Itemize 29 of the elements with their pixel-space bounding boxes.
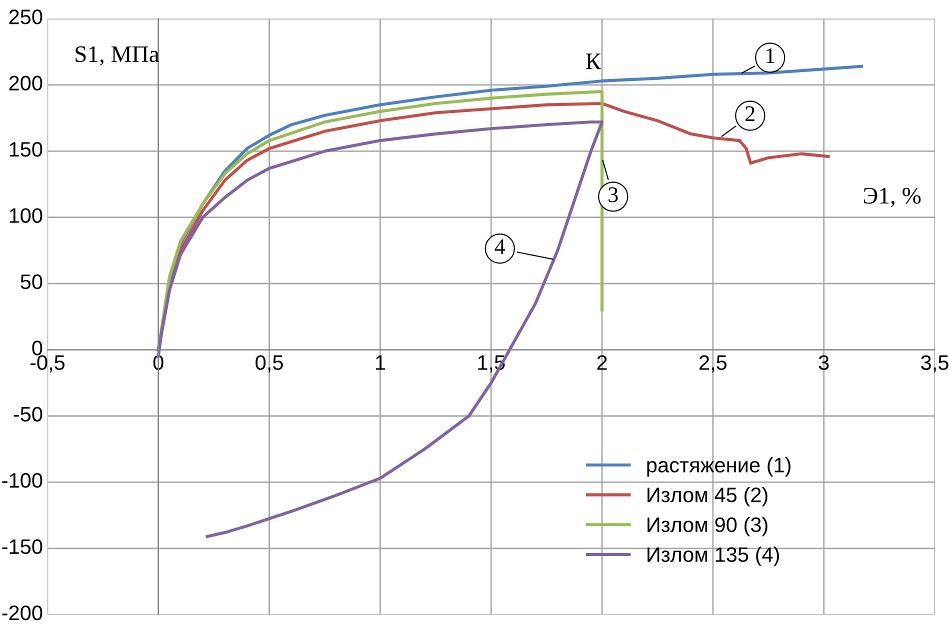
y-tick-label: -50 (14, 406, 42, 422)
y-tick-label: -200 (2, 605, 42, 620)
legend-label: Излом 135 (4) (648, 546, 779, 566)
y-tick-label: -100 (2, 473, 42, 488)
y-axis-title: S1, МПа (76, 46, 160, 66)
line-series (156, 90, 604, 352)
x-tick-label: 2 (597, 355, 607, 370)
y-tick-label: 100 (10, 208, 42, 223)
legend-label: растяжение (1) (647, 457, 791, 477)
x-tick-label: 1 (376, 355, 385, 370)
y-tick-label: 150 (10, 142, 42, 157)
x-tick-label: 3,5 (921, 355, 948, 372)
y-tick-label: 50 (20, 274, 42, 290)
legend-label: Излом 45 (2) (648, 487, 768, 506)
y-tick-label: 200 (9, 76, 42, 91)
x-tick-label: 0,5 (256, 355, 283, 372)
annotation: К (586, 54, 602, 70)
annotation: 4 (494, 239, 506, 254)
y-tick-label: 250 (9, 10, 42, 24)
x-axis-title: Э1, % (864, 188, 921, 208)
annotation: 2 (746, 106, 754, 122)
legend-label: Излом 90 (3) (648, 516, 768, 536)
x-tick-label: 2,5 (700, 355, 727, 372)
annotation: 3 (608, 187, 618, 202)
annotation: 1 (766, 48, 774, 64)
x-tick-label: 3 (818, 355, 829, 370)
y-tick-label: 0 (32, 340, 42, 356)
y-tick-label: -150 (2, 539, 42, 554)
x-tick-label: -0,5 (30, 355, 65, 372)
